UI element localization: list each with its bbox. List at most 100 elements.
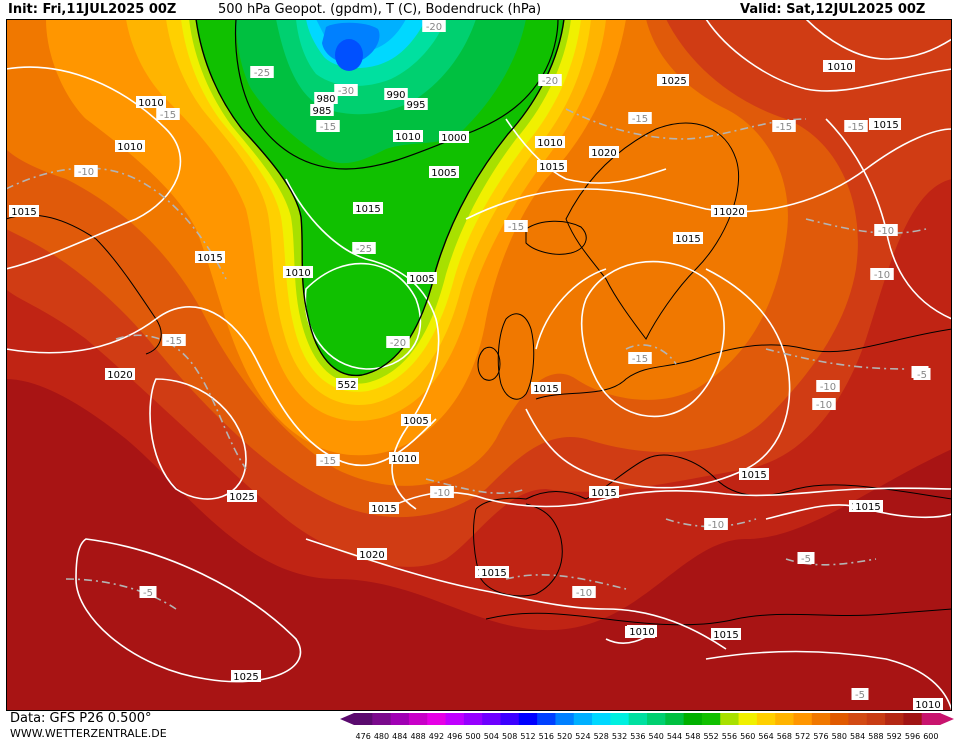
temperature-label: -10	[816, 380, 840, 393]
legend-value: 532	[612, 732, 627, 741]
temperature-label: -15	[628, 352, 652, 365]
svg-text:1015: 1015	[11, 207, 36, 218]
svg-text:-15: -15	[632, 354, 648, 365]
legend-swatch	[628, 713, 648, 725]
legend-value: 580	[832, 732, 847, 741]
temperature-label: -5	[797, 552, 815, 565]
legend-swatch	[372, 713, 392, 725]
legend-swatch	[482, 713, 501, 725]
svg-text:-10: -10	[874, 270, 890, 281]
svg-text:-15: -15	[320, 456, 336, 467]
svg-text:-15: -15	[848, 122, 864, 133]
svg-text:1015: 1015	[355, 204, 380, 215]
legend-swatch	[811, 713, 831, 725]
svg-text:-10: -10	[878, 226, 894, 237]
svg-text:-15: -15	[166, 336, 182, 347]
field-516	[335, 39, 363, 71]
legend-swatch	[866, 713, 886, 725]
legend-value: 484	[392, 732, 407, 741]
svg-text:1015: 1015	[741, 470, 766, 481]
temperature-label: -25	[352, 242, 376, 255]
isobar	[305, 538, 727, 650]
legend-swatch	[518, 713, 538, 725]
temperature-label: -10	[430, 486, 454, 499]
legend-swatch	[701, 713, 721, 725]
legend-value: 596	[905, 732, 920, 741]
svg-text:1000: 1000	[441, 133, 466, 144]
legend-swatch	[610, 713, 630, 725]
pressure-label: 1015	[353, 202, 383, 215]
svg-text:1015: 1015	[873, 120, 898, 131]
svg-text:-15: -15	[508, 222, 524, 233]
legend-arrow-right	[940, 713, 954, 725]
pressure-label: 1010	[136, 96, 166, 109]
svg-text:980: 980	[316, 94, 335, 105]
legend-value: 576	[813, 732, 828, 741]
svg-text:-15: -15	[776, 122, 792, 133]
greenland-coast	[234, 19, 559, 170]
isobar	[505, 118, 667, 184]
svg-text:-10: -10	[708, 520, 724, 531]
svg-text:1015: 1015	[481, 568, 506, 579]
svg-text:1020: 1020	[719, 207, 744, 218]
map-frame	[6, 19, 952, 711]
header: Init: Fri,11JUL2025 00Z 500 hPa Geopot. …	[0, 0, 959, 20]
legend-value: 480	[374, 732, 389, 741]
temperature-label: -20	[386, 336, 410, 349]
pressure-label: 1015	[369, 502, 399, 515]
pressure-label: 1015	[479, 566, 509, 579]
legend-swatch	[775, 713, 794, 725]
temperature-label: -5	[913, 368, 931, 381]
svg-text:-5: -5	[143, 588, 153, 599]
legend-swatch	[720, 713, 740, 725]
legend-value: 560	[740, 732, 755, 741]
legend-value: 568	[777, 732, 792, 741]
isotherm	[115, 334, 247, 470]
temperature-label: -5	[851, 688, 869, 701]
color-legend: 476 480 484 488 492 496 500 504 508 512 516 520 524 5…	[340, 713, 954, 741]
legend-value: 488	[410, 732, 425, 741]
svg-text:1025: 1025	[233, 672, 258, 683]
legend-swatch	[756, 713, 776, 725]
legend-swatch	[390, 713, 410, 725]
pressure-label: 1015	[673, 232, 703, 245]
iceland-coast	[525, 220, 587, 255]
pressure-label: 980	[314, 92, 338, 105]
temperature-label: -15	[504, 220, 528, 233]
legend-swatch	[683, 713, 703, 725]
isotherm	[425, 478, 877, 566]
pressure-label: 1025	[659, 74, 689, 87]
pressure-label: 1010	[393, 130, 423, 143]
legend-arrow-left	[340, 713, 354, 725]
svg-text:1025: 1025	[229, 492, 254, 503]
isotherm	[65, 574, 627, 610]
pressure-label: 1025	[231, 670, 261, 683]
data-source-label: Data: GFS P26 0.500°	[10, 711, 152, 726]
svg-text:1015: 1015	[539, 162, 564, 173]
map-title: 500 hPa Geopot. (gpdm), T (C), Bodendruc…	[218, 2, 542, 17]
svg-text:1015: 1015	[533, 384, 558, 395]
pressure-label: 1020	[717, 205, 747, 218]
pressure-label: 1010	[627, 625, 657, 638]
pressure-label: 1020	[589, 146, 619, 159]
legend-value: 508	[502, 732, 517, 741]
legend-swatch	[665, 713, 685, 725]
temperature-label: -10	[870, 268, 894, 281]
legend-swatch	[848, 713, 868, 725]
isobar	[6, 306, 437, 467]
isotherm	[765, 218, 927, 370]
legend-swatch	[903, 713, 923, 725]
isotherm	[625, 344, 757, 528]
legend-swatch	[573, 713, 593, 725]
svg-text:1010: 1010	[117, 142, 142, 153]
legend-value: 544	[667, 732, 682, 741]
svg-text:-5: -5	[801, 554, 811, 565]
pressure-label: 1020	[357, 548, 387, 561]
svg-text:1020: 1020	[107, 370, 132, 381]
temperature-label: -30	[334, 84, 358, 97]
isobar	[6, 66, 182, 270]
pressure-label: 1015	[739, 468, 769, 481]
temperature-label: -15	[628, 112, 652, 125]
svg-text:1020: 1020	[359, 550, 384, 561]
temperature-label: -15	[772, 120, 796, 133]
